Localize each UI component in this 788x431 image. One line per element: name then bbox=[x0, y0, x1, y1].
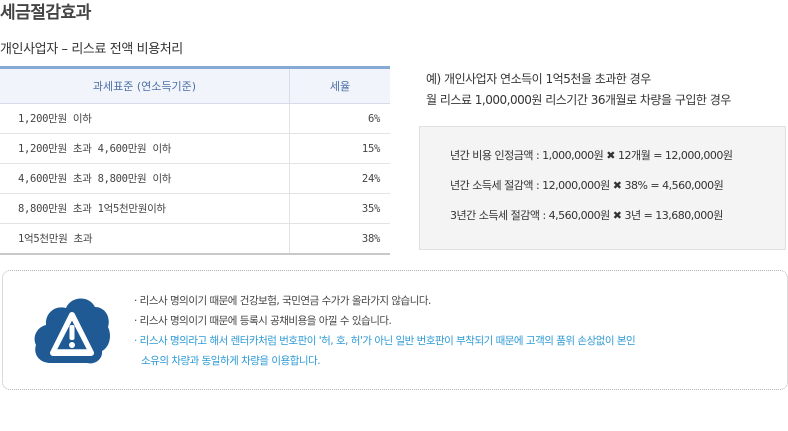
tax-rate-cell: 15% bbox=[289, 133, 390, 164]
tax-standard-cell: 1,200만원 이하 bbox=[0, 103, 290, 134]
tax-rate-cell: 6% bbox=[289, 103, 390, 134]
example-description: 예) 개인사업자 연소득이 1억5천을 초과한 경우 월 리스료 1,000,0… bbox=[426, 69, 731, 111]
notice-item-continuation: 소유의 차량과 동일하게 차량을 이용합니다. bbox=[141, 355, 321, 367]
table-row: 1,200만원 초과 4,600만원 이하 15% bbox=[0, 133, 390, 164]
tax-standard-cell: 1,200만원 초과 4,600만원 이하 bbox=[0, 133, 290, 164]
calc-3year-tax-saving: 3년간 소득세 절감액 : 4,560,000원 ✖ 3년 = 13,680,0… bbox=[450, 209, 723, 222]
tax-rate-cell: 35% bbox=[289, 193, 390, 224]
notice-item: · 리스사 명의이기 때문에 등록시 공채비용을 아낄 수 있습니다. bbox=[134, 315, 392, 327]
header-tax-standard: 과세표준 (연소득기준) bbox=[0, 66, 290, 104]
tax-rate-table: 과세표준 (연소득기준) 세율 1,200만원 이하 6% 1,200만원 초과… bbox=[0, 66, 390, 255]
example-line: 예) 개인사업자 연소득이 1억5천을 초과한 경우 bbox=[426, 72, 651, 86]
calc-annual-tax-saving: 년간 소득세 절감액 : 12,000,000원 ✖ 38% = 4,560,0… bbox=[450, 179, 724, 192]
table-row: 1억5천만원 초과 38% bbox=[0, 223, 390, 255]
example-line: 월 리스료 1,000,000원 리스기간 36개월로 차량을 구입한 경우 bbox=[426, 93, 731, 107]
table-row: 4,600만원 초과 8,800만원 이하 24% bbox=[0, 163, 390, 194]
calc-annual-expense: 년간 비용 인정금액 : 1,000,000원 ✖ 12개월 = 12,000,… bbox=[450, 149, 733, 162]
notice-item-highlight: 소유의 차량과 동일하게 차량을 이용합니다. bbox=[134, 351, 635, 371]
section-subtitle: 개인사업자 – 리스료 전액 비용처리 bbox=[0, 42, 183, 57]
notice-list: · 리스사 명의이기 때문에 건강보험, 국민연금 수가가 올라가지 않습니다.… bbox=[134, 291, 636, 371]
notice-item-highlight: · 리스사 명의라고 해서 렌터카처럼 번호판이 '허, 호, 허'가 아닌 일… bbox=[134, 335, 636, 347]
table-header-row: 과세표준 (연소득기준) 세율 bbox=[0, 66, 390, 104]
notice-box: · 리스사 명의이기 때문에 건강보험, 국민연금 수가가 올라가지 않습니다.… bbox=[2, 270, 788, 390]
table-row: 8,800만원 초과 1억5천만원이하 35% bbox=[0, 193, 390, 224]
calculation-box: 년간 비용 인정금액 : 1,000,000원 ✖ 12개월 = 12,000,… bbox=[419, 126, 786, 250]
alert-cloud-icon bbox=[34, 298, 110, 364]
notice-item: · 리스사 명의이기 때문에 건강보험, 국민연금 수가가 올라가지 않습니다. bbox=[134, 295, 431, 307]
tax-standard-cell: 4,600만원 초과 8,800만원 이하 bbox=[0, 163, 290, 194]
tax-standard-cell: 8,800만원 초과 1억5천만원이하 bbox=[0, 193, 290, 224]
page-title: 세금절감효과 bbox=[0, 3, 91, 23]
tax-rate-cell: 24% bbox=[289, 163, 390, 194]
table-row: 1,200만원 이하 6% bbox=[0, 103, 390, 134]
tax-standard-cell: 1억5천만원 초과 bbox=[0, 223, 290, 255]
header-tax-rate: 세율 bbox=[289, 66, 390, 104]
tax-rate-cell: 38% bbox=[289, 223, 390, 255]
